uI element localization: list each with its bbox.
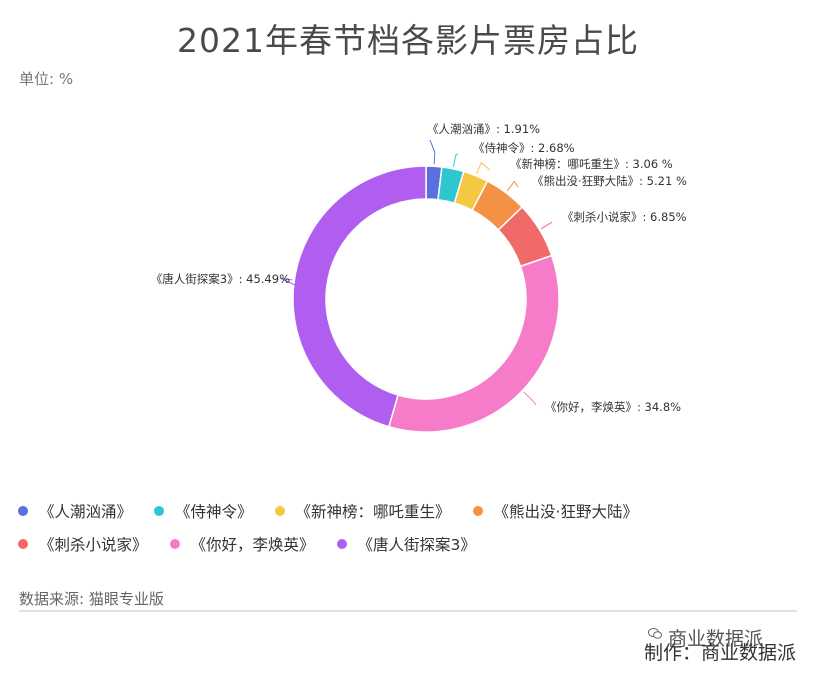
- slice-label: 《侍神令》: 2.68%: [473, 141, 575, 155]
- legend-label: 《唐人街探案3》: [357, 536, 476, 554]
- legend-item[interactable]: 《新神榜：哪吒重生》: [274, 500, 451, 522]
- donut-slice: [387, 254, 560, 433]
- legend-swatch: [18, 506, 28, 516]
- label-leader-line: [523, 391, 537, 406]
- legend-item[interactable]: 《人潮汹涌》: [18, 500, 132, 522]
- legend-swatch: [336, 539, 347, 549]
- slice-labels: 《人潮汹涌》: 1.91% 《侍神令》: 2.68% 《新神榜：哪吒重生》: 3.0…: [151, 122, 687, 414]
- legend-label: 《你好，李焕英》: [190, 536, 315, 554]
- data-source: 数据来源: 猫眼专业版: [19, 590, 164, 608]
- chart-title: 2021年春节档各影片票房占比: [177, 21, 639, 60]
- legend-swatch: [472, 506, 483, 516]
- legend-label: 《侍神令》: [175, 503, 253, 521]
- legend-item[interactable]: 《熊出没·狂野大陆》: [472, 500, 638, 522]
- credit-label: 制作：商业数据派: [643, 642, 796, 664]
- unit-label: 单位: %: [19, 70, 74, 88]
- slice-label: 《唐人街探案3》: 45.49%: [151, 272, 290, 286]
- legend-label: 《新神榜：哪吒重生》: [295, 503, 451, 521]
- slice-label: 《刺杀小说家》: 6.85%: [562, 210, 687, 224]
- legend-label: 《人潮汹涌》: [39, 503, 133, 521]
- chart-legend: 《人潮汹涌》 《侍神令》 《新神榜：哪吒重生》 《熊出没·狂野大陆》《刺杀小说家》 《你…: [18, 500, 808, 555]
- donut-slices: [292, 165, 560, 433]
- legend-item[interactable]: 《唐人街探案3》: [336, 533, 476, 555]
- legend-item[interactable]: 《你好，李焕英》: [169, 533, 315, 555]
- legend-label: 《熊出没·狂野大陆》: [493, 503, 638, 521]
- slice-label: 《人潮汹涌》: 1.91%: [427, 122, 540, 136]
- slice-label: 《熊出没·狂野大陆》: 5.21 %: [532, 174, 687, 188]
- label-leader-line: [541, 221, 553, 230]
- label-leader-line: [476, 161, 491, 175]
- label-leader-line: [280, 277, 296, 286]
- slice-label: 《你好，李焕英》: 34.8%: [545, 400, 681, 414]
- wechat-icon: [648, 628, 662, 639]
- label-leader-line: [452, 153, 459, 167]
- legend-item[interactable]: 《侍神令》: [154, 500, 253, 522]
- footer-divider: [19, 610, 797, 612]
- donut-slice: [292, 165, 427, 428]
- legend-swatch: [169, 539, 180, 549]
- slice-label: 《新神榜：哪吒重生》: 3.06 %: [510, 157, 673, 171]
- legend-swatch: [154, 506, 165, 516]
- legend-swatch: [274, 506, 285, 516]
- legend-item[interactable]: 《刺杀小说家》: [18, 533, 148, 555]
- label-leader-line: [429, 139, 436, 165]
- label-leader-line: [506, 180, 519, 192]
- slice-label-leaders: [280, 139, 553, 406]
- watermark-text: 商业数据派: [668, 628, 764, 650]
- donut-chart: 《人潮汹涌》: 1.91% 《侍神令》: 2.68% 《新神榜：哪吒重生》: 3.0…: [151, 122, 687, 433]
- legend-swatch: [18, 539, 28, 549]
- legend-label: 《刺杀小说家》: [39, 536, 148, 554]
